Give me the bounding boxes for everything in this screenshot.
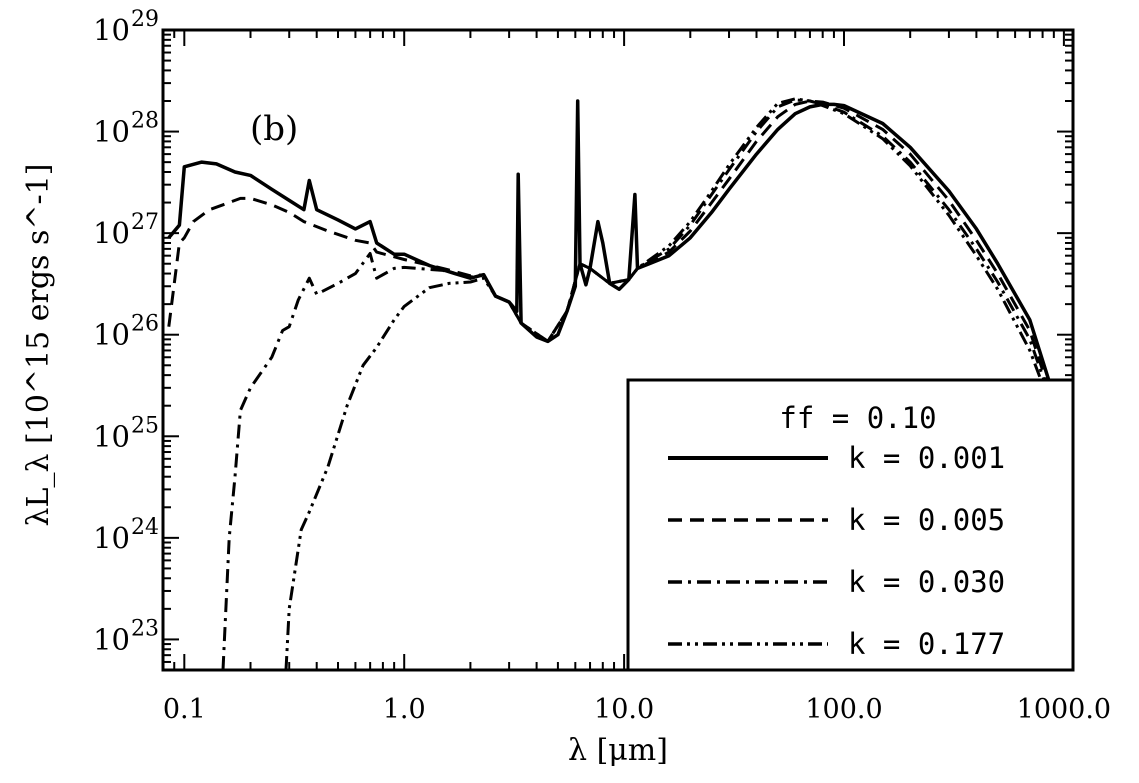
legend: ff = 0.10 k = 0.001 k = 0.005 k = 0.030 k =… — [626, 378, 1075, 672]
legend-label-1: k = 0.001 — [848, 441, 1005, 475]
y-tick-label: 10 — [93, 521, 130, 555]
panel-label: (b) — [250, 109, 298, 149]
plot-frame — [161, 28, 1075, 672]
x-tick-label: 10.0 — [594, 694, 654, 725]
y-tick-exponent: 29 — [131, 7, 159, 32]
y-tick-exponent: 26 — [131, 312, 159, 337]
legend-label-2: k = 0.005 — [848, 503, 1005, 537]
y-tick-exponent: 28 — [131, 109, 159, 134]
y-tick-exponent: 27 — [131, 210, 159, 235]
x-tick-label: 0.1 — [163, 694, 206, 725]
y-tick-exponent: 23 — [131, 616, 159, 641]
y-tick-exponent: 24 — [131, 515, 159, 540]
y-tick-label: 10 — [93, 13, 130, 47]
legend-box — [626, 378, 1075, 672]
y-axis-title-text: λL_λ [10^15 ergs s^-1] — [21, 164, 56, 527]
y-tick-label: 10 — [93, 622, 130, 656]
series-layer — [167, 97, 1073, 670]
legend-label-3: k = 0.030 — [848, 565, 1005, 599]
legend-title: ff = 0.10 — [779, 401, 936, 435]
series-line-4 — [284, 97, 1066, 670]
x-tick-label: 1000.0 — [1017, 694, 1111, 725]
x-tick-label: 100.0 — [805, 694, 882, 725]
y-tick-label: 10 — [93, 419, 130, 453]
y-axis-title: λL_λ [10^15 ergs s^-1] — [21, 164, 56, 527]
y-tick-label: 10 — [93, 216, 130, 250]
legend-label-4: k = 0.177 — [848, 627, 1005, 661]
y-tick-label: 10 — [93, 115, 130, 149]
y-tick-label: 10 — [93, 318, 130, 352]
y-tick-exponent: 25 — [131, 413, 159, 438]
x-tick-label: 1.0 — [383, 694, 426, 725]
x-axis-title: λ [μm] — [568, 733, 668, 768]
